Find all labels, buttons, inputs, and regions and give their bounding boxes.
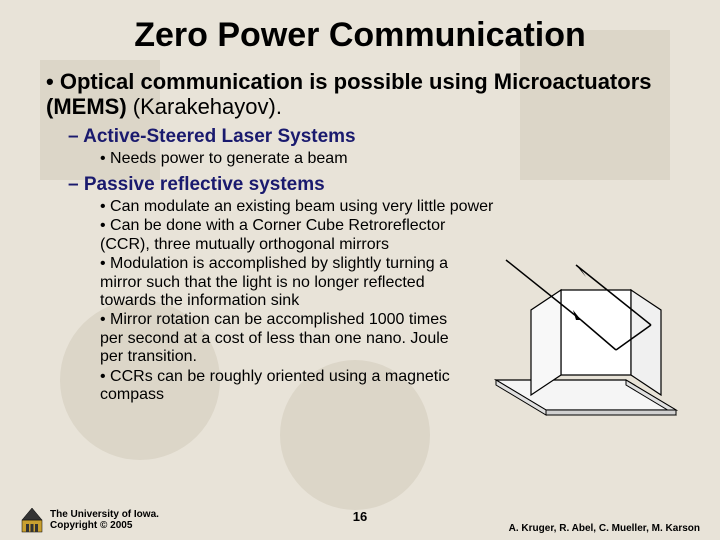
footer-left: The University of Iowa. Copyright © 2005 [20, 506, 360, 534]
section2-item: Can be done with a Corner Cube Retrorefl… [100, 217, 450, 254]
section2-heading: Passive reflective systems [68, 174, 700, 196]
section1-item: Needs power to generate a beam [100, 150, 700, 168]
section2-item: Can modulate an existing beam using very… [100, 198, 700, 216]
section2-item: CCRs can be roughly oriented using a mag… [100, 368, 450, 405]
university-logo-icon [20, 506, 44, 534]
slide-title: Zero Power Communication [20, 16, 700, 55]
main-bullet: Optical communication is possible using … [46, 69, 700, 120]
section2-item: Modulation is accomplished by slightly t… [100, 255, 450, 310]
footer: The University of Iowa. Copyright © 2005… [0, 506, 720, 534]
footer-institution: The University of Iowa. [50, 509, 159, 520]
page-number: 16 [353, 509, 367, 524]
slide-content: Zero Power Communication Optical communi… [0, 0, 720, 540]
footer-copyright: Copyright © 2005 [50, 520, 159, 531]
section2-item: Mirror rotation can be accomplished 1000… [100, 311, 450, 366]
footer-authors: A. Kruger, R. Abel, C. Mueller, M. Karso… [360, 523, 700, 534]
section1-heading: Active-Steered Laser Systems [68, 126, 700, 148]
ccr-diagram [476, 250, 696, 420]
main-bullet-citation: (Karakehayov). [133, 94, 282, 119]
